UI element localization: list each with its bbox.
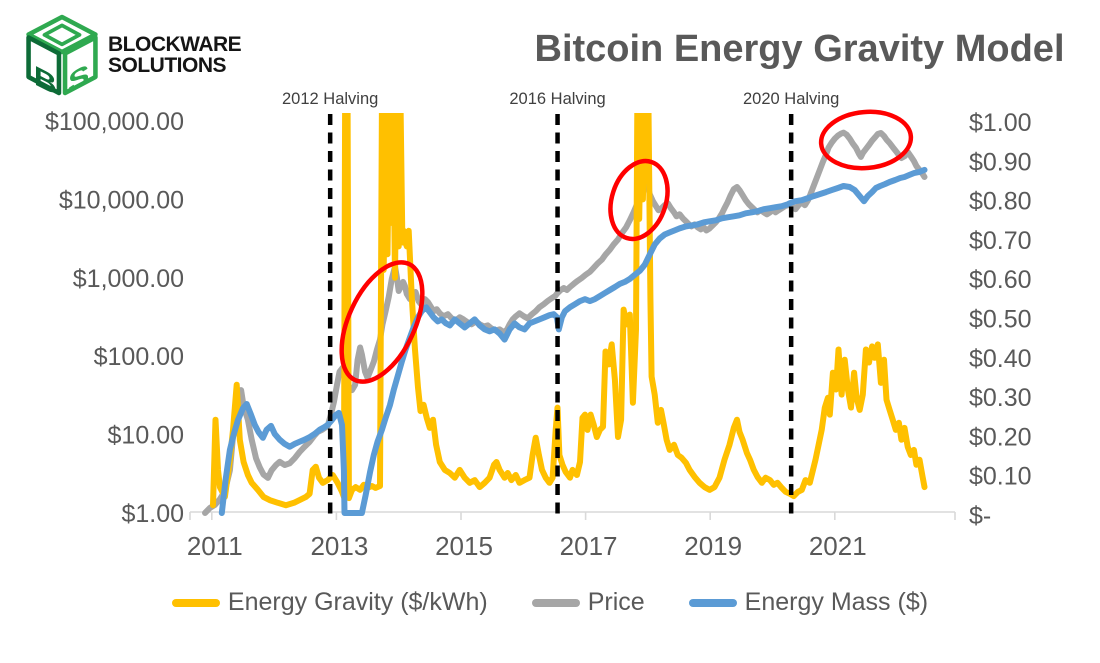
logo-text-line1: BLOCKWARE bbox=[108, 33, 242, 56]
x-tick-label: 2011 bbox=[187, 531, 243, 561]
chart-title: Bitcoin Energy Gravity Model bbox=[534, 28, 1065, 70]
legend-item-energy-mass: Energy Mass ($) bbox=[688, 588, 929, 617]
blockware-cube-icon: B S bbox=[26, 14, 98, 98]
y-right-tick-label: $- bbox=[969, 502, 991, 530]
series-price bbox=[202, 129, 928, 516]
y-right-tick-label: $0.20 bbox=[969, 423, 1032, 451]
y-right-tick-label: $0.80 bbox=[969, 188, 1032, 216]
price-swatch-icon bbox=[531, 598, 580, 607]
y-right-tick-label: $0.30 bbox=[969, 384, 1032, 412]
y-left-tick-label: $10.00 bbox=[108, 422, 184, 450]
legend-label-price: Price bbox=[587, 588, 645, 616]
series-energy-gravity-kwh bbox=[210, 113, 928, 509]
logo-text-line2: SOLUTIONS bbox=[108, 54, 227, 77]
x-tick-label: 2019 bbox=[684, 531, 742, 561]
chart-legend: Energy Gravity ($/kWh) Price Energy Mass… bbox=[0, 588, 1100, 617]
halving-label: 2020 Halving bbox=[743, 90, 839, 108]
x-tick-label: 2013 bbox=[310, 531, 368, 561]
blockware-logo: B S BLOCKWARE SOLUTIONS bbox=[24, 12, 242, 98]
y-left-tick-label: $1.00 bbox=[121, 500, 184, 528]
halving-label: 2012 Halving bbox=[282, 90, 378, 108]
x-tick-label: 2015 bbox=[435, 531, 493, 561]
annotation-ellipse bbox=[818, 109, 914, 171]
y-right-tick-label: $0.50 bbox=[969, 306, 1032, 334]
x-tick-label: 2021 bbox=[809, 531, 867, 561]
legend-item-energy-gravity: Energy Gravity ($/kWh) bbox=[171, 588, 488, 617]
blockware-logo-text: BLOCKWARE SOLUTIONS bbox=[108, 33, 242, 77]
y-left-tick-label: $1,000.00 bbox=[73, 265, 184, 293]
svg-text:B: B bbox=[34, 59, 57, 98]
halving-label: 2016 Halving bbox=[509, 90, 605, 108]
y-left-tick-label: $10,000.00 bbox=[59, 186, 184, 214]
y-right-tick-label: $0.90 bbox=[969, 148, 1032, 176]
annotation-ellipse bbox=[339, 260, 425, 384]
x-axis-line bbox=[189, 511, 956, 520]
x-tick-label: 2017 bbox=[560, 531, 618, 561]
series-energy-mass bbox=[218, 166, 928, 516]
svg-text:S: S bbox=[68, 57, 89, 98]
y-left-tick-label: $100,000.00 bbox=[45, 108, 184, 136]
y-right-tick-label: $0.40 bbox=[969, 345, 1032, 373]
y-right-tick-label: $0.10 bbox=[969, 463, 1032, 491]
y-right-tick-label: $0.70 bbox=[969, 227, 1032, 255]
annotation-ellipse bbox=[608, 158, 670, 242]
legend-label-energy-mass: Energy Mass ($) bbox=[744, 588, 929, 616]
y-right-tick-label: $1.00 bbox=[969, 109, 1032, 137]
y-left-tick-label: $100.00 bbox=[94, 343, 184, 371]
legend-label-energy-gravity: Energy Gravity ($/kWh) bbox=[227, 588, 488, 616]
energy-gravity-swatch-icon bbox=[171, 598, 220, 607]
energy-mass-swatch-icon bbox=[688, 598, 737, 607]
y-right-tick-label: $0.60 bbox=[969, 266, 1032, 294]
legend-item-price: Price bbox=[531, 588, 645, 617]
